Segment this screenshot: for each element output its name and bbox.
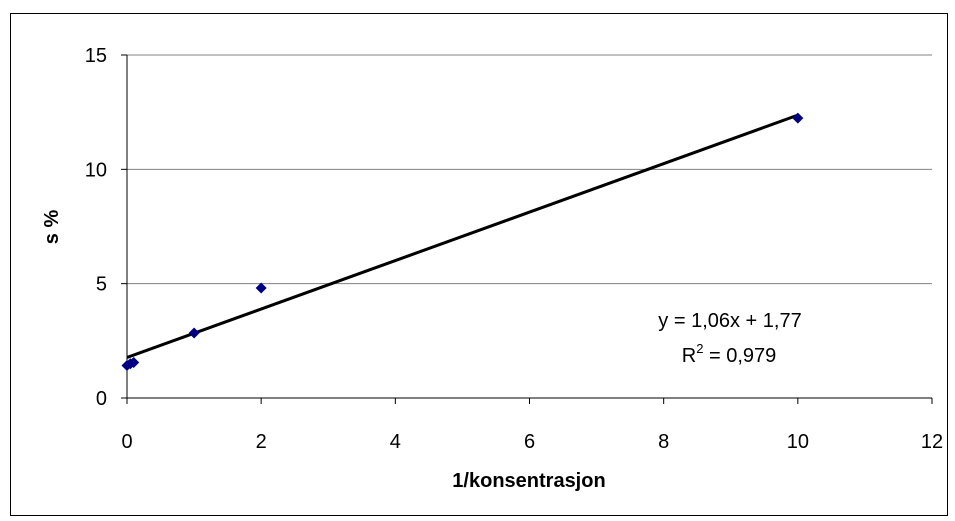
y-tick-label: 0 (96, 388, 107, 410)
x-axis-label: 1/konsentrasjon (452, 470, 605, 492)
chart-border (10, 13, 948, 516)
x-tick-label: 2 (256, 431, 267, 453)
r-base: R (682, 345, 696, 367)
trendline (126, 113, 799, 359)
y-tick-label: 5 (96, 274, 107, 296)
x-tick-label: 8 (658, 431, 669, 453)
y-tick-label: 15 (85, 45, 107, 67)
r-rest: = 0,979 (703, 345, 776, 367)
point (792, 112, 804, 124)
x-tick-label: 0 (121, 431, 132, 453)
x-tick-label: 6 (524, 431, 535, 453)
x-tick-label: 12 (921, 431, 943, 453)
r-sup: 2 (696, 341, 703, 356)
y-axis-label: s % (41, 210, 63, 245)
x-tick-label: 4 (390, 431, 401, 453)
y-tick-label: 10 (85, 159, 107, 181)
point (128, 357, 140, 369)
point (188, 327, 200, 339)
r-squared-annotation: R2 = 0,979 (682, 341, 777, 367)
point (255, 282, 267, 294)
x-tick-label: 10 (787, 431, 809, 453)
equation-annotation: y = 1,06x + 1,77 (658, 310, 801, 332)
